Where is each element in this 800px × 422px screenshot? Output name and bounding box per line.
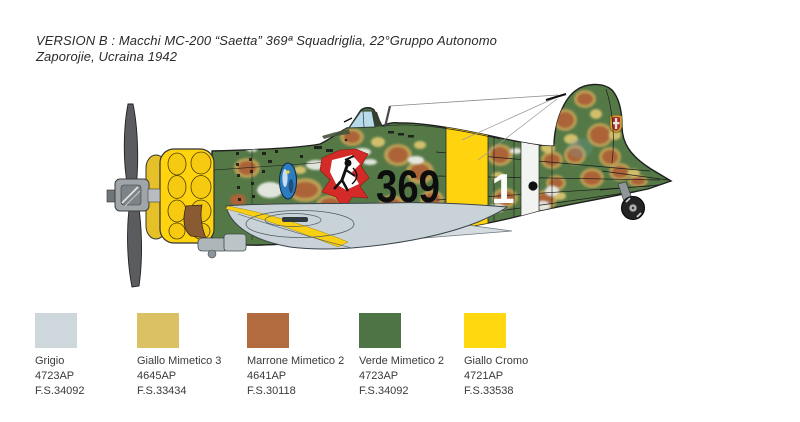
paint-swatch: Giallo Mimetico 3 4645AP F.S.33434 xyxy=(137,313,247,398)
tailplane-lines xyxy=(599,88,669,191)
paint-code: 4641AP xyxy=(247,370,287,382)
paint-code: 4723AP xyxy=(35,370,75,382)
color-chip xyxy=(35,313,77,348)
blue-disc-insignia xyxy=(279,162,297,200)
antenna-wire xyxy=(389,94,559,107)
color-chip xyxy=(247,313,289,348)
cockpit-opening xyxy=(372,111,382,127)
white-fuselage-band xyxy=(520,117,540,237)
gun-sight xyxy=(343,117,353,123)
propeller xyxy=(106,103,161,288)
wheel-well-slot xyxy=(282,217,308,222)
paint-fs: F.S.33434 xyxy=(137,385,187,397)
paint-name: Marrone Mimetico 2 xyxy=(247,355,345,367)
paint-name: Giallo Cromo xyxy=(464,355,529,367)
paint-swatch: Grigio 4723AP F.S.34092 xyxy=(35,313,145,398)
paint-code: 4723AP xyxy=(359,370,399,382)
oil-cooler xyxy=(197,237,229,252)
paint-name: Verde Mimetico 2 xyxy=(359,355,444,367)
anti-glare-panel xyxy=(322,129,350,139)
version-caption: VERSION B : Macchi MC-200 “Saetta” 369ª … xyxy=(36,33,497,64)
wing xyxy=(225,202,509,250)
caption-line-1: VERSION B : Macchi MC-200 “Saetta” 369ª … xyxy=(36,33,498,48)
wire-attachment xyxy=(545,92,567,102)
color-chip xyxy=(464,313,506,348)
paint-swatch: Marrone Mimetico 2 4641AP F.S.30118 xyxy=(247,313,357,398)
paint-fs: F.S.34092 xyxy=(35,385,85,397)
paint-name: Grigio xyxy=(35,355,65,367)
paint-fs: F.S.34092 xyxy=(359,385,409,397)
antenna xyxy=(383,92,567,161)
carburetor-intake xyxy=(223,233,247,252)
windscreen-glass xyxy=(348,110,376,129)
paint-fs: F.S.30118 xyxy=(247,385,296,397)
color-chip xyxy=(359,313,401,348)
tail-wheel xyxy=(617,181,645,220)
fuselage-handhold xyxy=(528,181,538,191)
aircraft-number: 1 xyxy=(491,165,514,212)
paint-swatch: Giallo Cromo 4721AP F.S.33538 xyxy=(464,313,574,398)
squadriglia-emblem xyxy=(319,148,370,211)
paint-code: 4721AP xyxy=(464,370,504,382)
paint-swatch: Verde Mimetico 2 4723AP F.S.34092 xyxy=(359,313,469,398)
caption-line-2: Zaporojie, Ucraina 1942 xyxy=(36,48,178,64)
canopy xyxy=(322,110,501,140)
paint-fs: F.S.33538 xyxy=(464,385,514,397)
color-chip xyxy=(137,313,179,348)
emblem-figure xyxy=(333,155,358,192)
paint-name: Giallo Mimetico 3 xyxy=(137,355,222,367)
antenna-mast xyxy=(383,105,392,128)
paint-code: 4645AP xyxy=(137,370,177,382)
